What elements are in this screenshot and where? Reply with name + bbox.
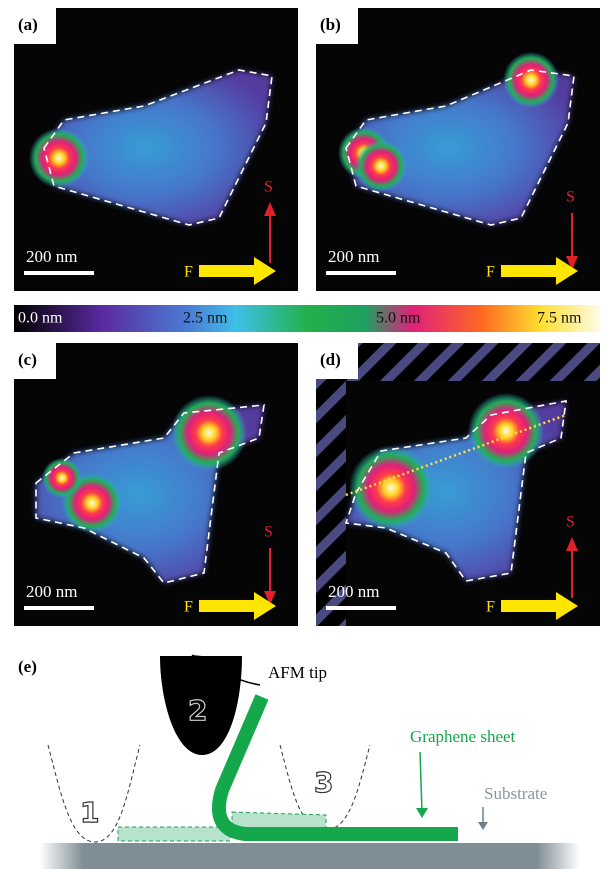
s-arrow-head [566, 537, 578, 551]
sheet-ghost [231, 811, 327, 831]
scale-label: 200 nm [26, 582, 77, 601]
flake-outline [35, 404, 265, 584]
graphene-label: Graphene sheet [410, 727, 516, 746]
afm-tip-shape [160, 656, 242, 755]
afm-panel: (b) 200 nm S F [316, 8, 600, 291]
panel-label: (a) [18, 15, 38, 34]
s-arrow-head [264, 202, 276, 216]
sheet-pointer-head [416, 808, 428, 818]
scale-label: 200 nm [328, 247, 379, 266]
height-peak [29, 128, 89, 188]
s-arrow-head [566, 256, 578, 270]
scale-bar [326, 271, 396, 275]
height-peak [468, 393, 544, 469]
panel-label: (d) [320, 350, 341, 369]
afm-panel: (d) 200 nm S F [316, 343, 600, 626]
afm-panel: (c) 200 nm S F [14, 343, 298, 626]
colorbar-label: 7.5 nm [537, 310, 582, 327]
f-label: F [486, 599, 495, 616]
colorbar-label: 5.0 nm [376, 310, 421, 327]
afm-tip-label: AFM tip [268, 663, 327, 682]
s-label: S [264, 524, 273, 541]
s-arrow-head [264, 591, 276, 605]
colorbar-gradient [14, 305, 600, 332]
panel-label: (c) [18, 350, 37, 369]
flake-outline [345, 69, 575, 226]
colorbar-label: 2.5 nm [183, 310, 228, 327]
position-label: 1 [80, 796, 99, 829]
height-peak [355, 140, 407, 192]
f-arrow [199, 257, 276, 285]
scale-label: 200 nm [328, 582, 379, 601]
substrate-pointer-head [478, 822, 488, 830]
afm-panel: (a) 200 nm S F [14, 8, 298, 291]
schematic: (e) AFM tip Graphene sheet Substrate 1 2… [18, 654, 580, 869]
panel-label: (b) [320, 15, 341, 34]
label-box [14, 343, 56, 379]
scale-label: 200 nm [26, 247, 77, 266]
flake-outline [43, 69, 273, 226]
scan-line [345, 413, 567, 497]
position-label: 2 [188, 694, 207, 727]
scale-bar [24, 271, 94, 275]
graphene-sheet-shape [211, 694, 458, 841]
flake [44, 70, 272, 225]
label-box [14, 8, 56, 44]
afm-panels: (a) 200 nm S F (b) 200 nm S F (c) 200 nm S F (d) 200 … [14, 8, 600, 626]
tip-outline [47, 744, 141, 843]
label-box [316, 8, 358, 44]
s-label: S [264, 179, 273, 196]
s-label: S [566, 514, 575, 531]
sheet-pointer [419, 751, 423, 813]
masked-area [316, 343, 600, 381]
f-arrow [501, 257, 578, 285]
height-peak [349, 446, 433, 530]
flake [346, 70, 574, 225]
f-arrow [501, 592, 578, 620]
flake-outline [344, 400, 567, 582]
colorbar: 0.0 nm 2.5 nm 5.0 nm 7.5 nm [14, 305, 600, 332]
height-peak [171, 395, 247, 471]
position-label: 3 [314, 766, 333, 799]
height-peak [42, 458, 82, 498]
substrate-label: Substrate [484, 784, 547, 803]
tip-pointer-head [192, 655, 202, 663]
label-box [316, 343, 358, 379]
sheet-ghost [117, 826, 231, 842]
scale-bar [24, 606, 94, 610]
f-label: F [184, 599, 193, 616]
height-peak [503, 52, 559, 108]
masked-area [316, 381, 346, 626]
f-label: F [486, 264, 495, 281]
colorbar-label: 0.0 nm [18, 310, 63, 327]
f-label: F [184, 264, 193, 281]
substrate-bar [40, 843, 580, 869]
s-label: S [566, 189, 575, 206]
scale-bar [326, 606, 396, 610]
f-arrow [199, 592, 276, 620]
panel-label: (e) [18, 657, 37, 676]
